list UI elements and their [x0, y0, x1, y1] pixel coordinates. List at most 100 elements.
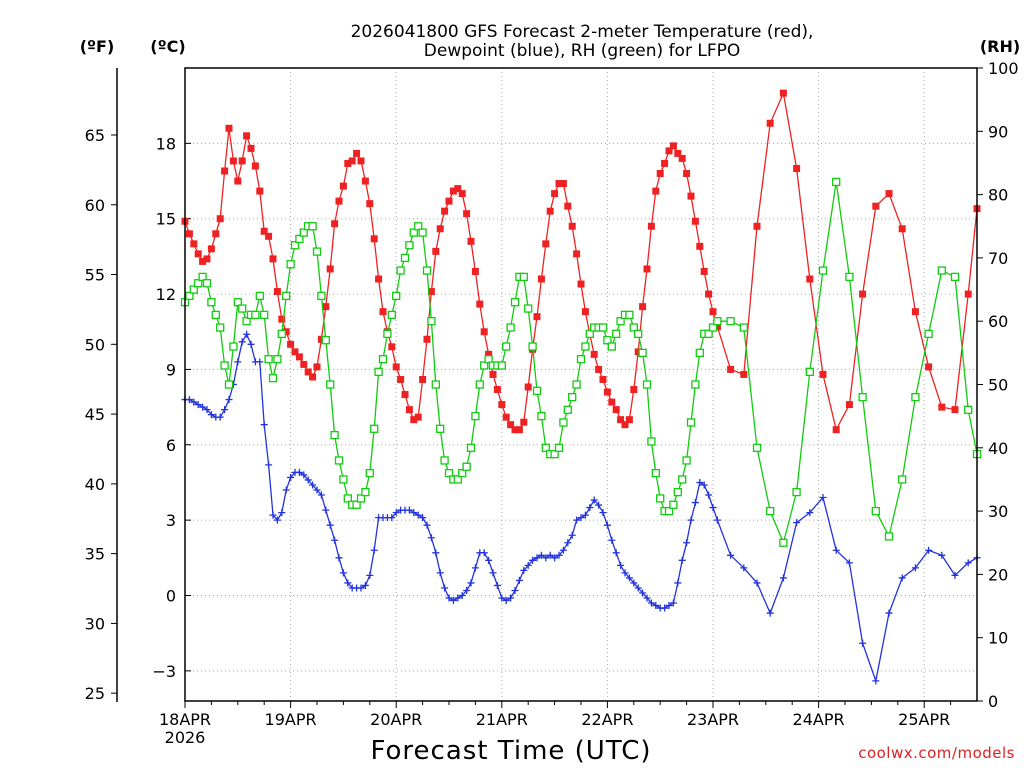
data-point — [642, 380, 652, 389]
credit-text: coolwx.com/models — [858, 744, 1015, 762]
data-point — [507, 421, 515, 429]
data-point — [898, 574, 906, 582]
data-point — [282, 486, 290, 494]
data-point — [352, 500, 361, 509]
data-point — [361, 177, 369, 185]
data-point — [519, 272, 528, 282]
data-point — [590, 496, 598, 504]
data-point — [229, 157, 237, 165]
data-point — [322, 303, 330, 311]
data-point — [286, 260, 295, 269]
data-point — [573, 516, 581, 524]
data-point — [441, 207, 449, 215]
data-point — [502, 342, 511, 351]
data-point — [925, 363, 933, 371]
series-dewpoint — [181, 330, 981, 685]
data-point — [598, 323, 608, 332]
data-point — [194, 279, 203, 288]
data-point — [313, 363, 321, 371]
data-point — [273, 516, 281, 524]
data-point — [603, 388, 611, 396]
chart-title-line1: 2026041800 GFS Forecast 2-meter Temperat… — [351, 22, 814, 42]
data-point — [467, 579, 475, 587]
data-point — [806, 509, 814, 517]
data-point — [295, 468, 303, 476]
data-point — [559, 546, 567, 554]
data-point — [370, 546, 378, 554]
data-point — [444, 468, 454, 478]
data-point — [678, 475, 687, 484]
data-point — [264, 355, 273, 364]
data-point — [317, 335, 325, 343]
data-point — [308, 222, 317, 231]
data-point — [207, 298, 216, 307]
plot-frame — [184, 67, 978, 702]
data-point — [401, 391, 409, 399]
data-point — [753, 579, 761, 587]
data-point — [392, 509, 400, 517]
data-point — [299, 228, 308, 237]
time-tick-label: 20APR — [370, 710, 422, 729]
data-point — [885, 190, 893, 198]
data-point — [555, 551, 563, 559]
data-point — [524, 561, 532, 569]
series-layer — [180, 89, 982, 685]
data-point — [674, 579, 682, 587]
rh-tick-label: 50 — [988, 376, 1008, 395]
data-point — [563, 405, 572, 414]
data-point — [260, 227, 268, 235]
data-point — [463, 210, 471, 218]
data-point — [268, 374, 278, 383]
data-point — [634, 329, 643, 339]
data-point — [427, 534, 435, 542]
data-point — [818, 266, 828, 275]
celsius-tick-label: −3 — [152, 662, 176, 681]
data-point — [581, 342, 590, 351]
fahrenheit-tick-label: 50 — [85, 335, 105, 354]
data-point — [458, 190, 466, 198]
data-point — [687, 516, 695, 524]
data-point — [361, 487, 370, 497]
data-point — [480, 328, 488, 336]
fahrenheit-tick-label: 30 — [85, 614, 105, 633]
data-point — [211, 310, 220, 320]
data-point — [265, 461, 273, 469]
data-point — [304, 368, 312, 376]
data-point — [568, 393, 577, 402]
rh-tick-label: 0 — [988, 692, 998, 711]
data-point — [498, 594, 506, 602]
data-point — [630, 579, 638, 587]
time-tick-sublabel: 2026 — [165, 728, 206, 747]
data-point — [639, 303, 647, 311]
data-point — [454, 594, 462, 602]
data-point — [216, 413, 224, 421]
data-point — [199, 257, 207, 265]
data-point — [502, 597, 510, 605]
data-point — [551, 190, 559, 198]
data-point — [554, 443, 564, 452]
data-point — [510, 298, 520, 307]
data-point — [696, 242, 704, 250]
data-point — [445, 594, 453, 602]
data-point — [243, 330, 251, 338]
data-point — [612, 329, 621, 339]
data-point — [533, 313, 541, 321]
data-point — [436, 569, 444, 577]
data-point — [638, 348, 647, 358]
data-point — [752, 443, 762, 452]
data-point — [366, 571, 374, 579]
data-point — [964, 290, 972, 298]
data-point — [326, 380, 335, 389]
data-point — [476, 300, 484, 308]
data-point — [511, 586, 519, 594]
data-point — [388, 514, 396, 522]
data-point — [634, 348, 642, 356]
data-point — [595, 501, 603, 509]
data-point — [537, 551, 545, 559]
data-point — [938, 403, 946, 411]
data-point — [502, 413, 510, 421]
time-tick-label: 18APR — [159, 710, 211, 729]
data-point — [511, 426, 519, 434]
data-point — [709, 308, 717, 316]
data-point — [845, 559, 853, 567]
